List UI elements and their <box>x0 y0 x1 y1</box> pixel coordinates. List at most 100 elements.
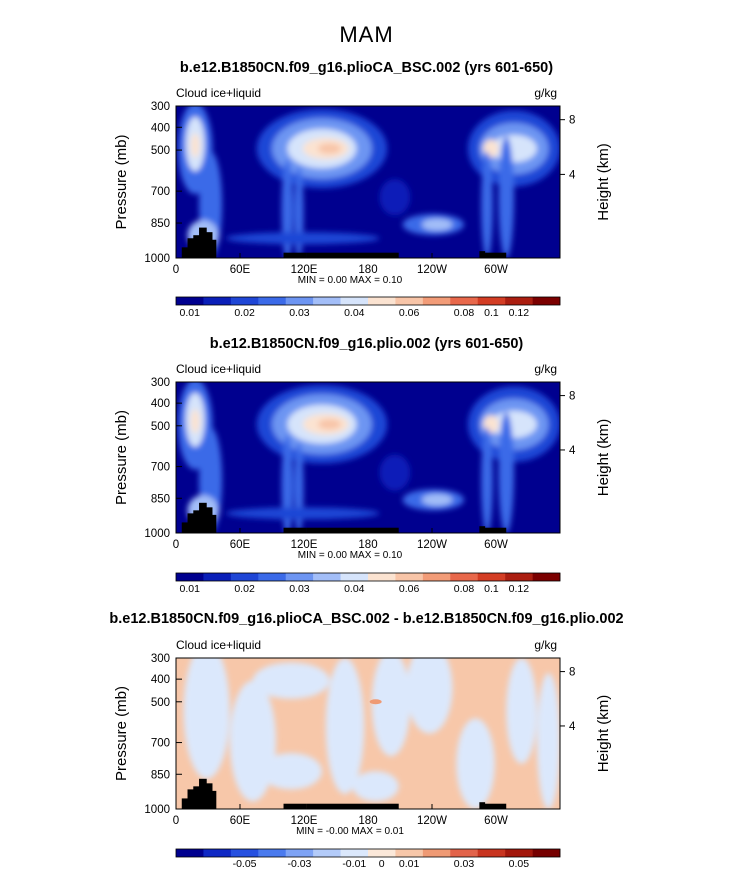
y-tick-label: 300 <box>151 101 170 113</box>
x-tick-label: 60W <box>484 539 508 551</box>
y-right-tick-label: 8 <box>569 391 575 403</box>
topography-mask <box>199 227 207 258</box>
colorbar-label: 0.06 <box>399 583 420 595</box>
colorbar-swatch <box>203 849 232 857</box>
colorbar-swatch <box>285 849 314 857</box>
colorbar-label: 0.03 <box>454 858 475 870</box>
topography-mask <box>199 778 207 809</box>
colorbar-swatch <box>203 573 232 581</box>
colorbar-swatch <box>477 297 506 305</box>
min-max-stats: MIN = 0.00 MAX = 0.10 <box>298 275 403 286</box>
colorbar-label: 0.03 <box>289 307 310 319</box>
contour-fill <box>498 136 514 258</box>
colorbar-label: 0.04 <box>344 583 365 595</box>
x-tick-label: 180 <box>358 539 377 551</box>
topography-mask <box>181 798 190 809</box>
contour-fill <box>225 232 380 245</box>
x-tick-label: 60E <box>230 264 251 276</box>
contour-fill <box>379 454 411 491</box>
contour-fill <box>318 418 342 430</box>
x-tick-label: 120W <box>417 815 447 827</box>
topography-mask <box>306 252 399 258</box>
topography-mask <box>181 247 190 258</box>
y-axis-title: Pressure (mb) <box>113 410 130 505</box>
colorbar-label: 0.08 <box>454 307 475 319</box>
topography-mask <box>181 522 190 533</box>
colorbar-swatch <box>477 849 506 857</box>
panel-3-title: b.e12.B1850CN.f09_g16.plioCA_BSC.002 - b… <box>109 611 624 627</box>
colorbar-label: -0.03 <box>287 858 311 870</box>
y-axis-title: Pressure (mb) <box>113 134 130 229</box>
colorbar-swatch <box>313 573 341 581</box>
y-tick-label: 700 <box>151 738 170 750</box>
x-tick-label: 60E <box>230 539 251 551</box>
contour-fill <box>260 753 322 790</box>
contour-fill <box>318 143 342 154</box>
y-tick-label: 850 <box>151 769 170 781</box>
y-right-tick-label: 8 <box>569 667 575 679</box>
field-layer <box>176 382 560 533</box>
colorbar-swatch <box>258 849 287 857</box>
y-tick-label: 300 <box>151 653 170 665</box>
topography-mask <box>187 513 196 533</box>
colorbar-label: -0.01 <box>342 858 366 870</box>
colorbar-swatch <box>313 297 341 305</box>
contour-fill <box>421 218 453 231</box>
contour-fill <box>252 662 330 699</box>
contour-fill <box>225 507 380 520</box>
contour-fill <box>421 493 453 506</box>
y-tick-label: 1000 <box>144 804 170 816</box>
y-right-tick-label: 4 <box>569 169 576 181</box>
colorbar-swatch <box>368 573 396 581</box>
y-right-tick-label: 8 <box>569 115 575 127</box>
contour-fill <box>481 151 493 258</box>
field-label: Cloud ice+liquid <box>176 638 261 652</box>
x-tick-label: 120E <box>291 539 318 551</box>
colorbar-swatch <box>450 573 479 581</box>
colorbar-swatch <box>176 573 204 581</box>
contour-fill <box>369 699 382 705</box>
topography-mask <box>193 786 201 809</box>
y-tick-label: 1000 <box>144 253 170 265</box>
colorbar-label: 0.01 <box>399 858 420 870</box>
topography-mask <box>193 235 201 258</box>
y-tick-label: 700 <box>151 462 170 474</box>
colorbar-swatch <box>176 297 204 305</box>
x-tick-label: 60E <box>230 815 251 827</box>
colorbar-swatch <box>340 573 369 581</box>
x-tick-label: 180 <box>358 264 377 276</box>
y-tick-label: 700 <box>151 186 170 198</box>
topography-mask <box>283 252 307 258</box>
units-label: g/kg <box>534 362 557 376</box>
colorbar-swatch <box>258 297 287 305</box>
units-label: g/kg <box>534 638 557 652</box>
panel-1-title: b.e12.B1850CN.f09_g16.plioCA_BSC.002 (yr… <box>179 60 554 76</box>
contour-fill <box>325 658 365 794</box>
field-label: Cloud ice+liquid <box>176 362 261 376</box>
y-tick-label: 850 <box>151 493 170 505</box>
main-title: MAM <box>339 22 394 47</box>
field-label: Cloud ice+liquid <box>176 86 261 100</box>
colorbar-label: 0.02 <box>234 307 255 319</box>
colorbar-swatch <box>395 573 424 581</box>
topography-mask <box>210 239 217 258</box>
x-tick-label: 120W <box>417 539 447 551</box>
x-tick-label: 180 <box>358 815 377 827</box>
colorbar-swatch <box>203 297 232 305</box>
x-tick-label: 60W <box>484 264 508 276</box>
colorbar-swatch <box>532 297 561 305</box>
y-tick-label: 1000 <box>144 528 170 540</box>
contour-fill <box>371 658 411 757</box>
colorbar-swatch <box>230 849 259 857</box>
x-tick-label: 120W <box>417 264 447 276</box>
colorbar-swatch <box>368 849 396 857</box>
colorbar-swatch <box>368 297 396 305</box>
y-right-tick-label: 4 <box>569 445 576 457</box>
x-tick-label: 0 <box>173 539 179 551</box>
topography-mask <box>483 252 507 258</box>
topography-mask <box>187 238 196 258</box>
colorbar-swatch <box>532 849 561 857</box>
